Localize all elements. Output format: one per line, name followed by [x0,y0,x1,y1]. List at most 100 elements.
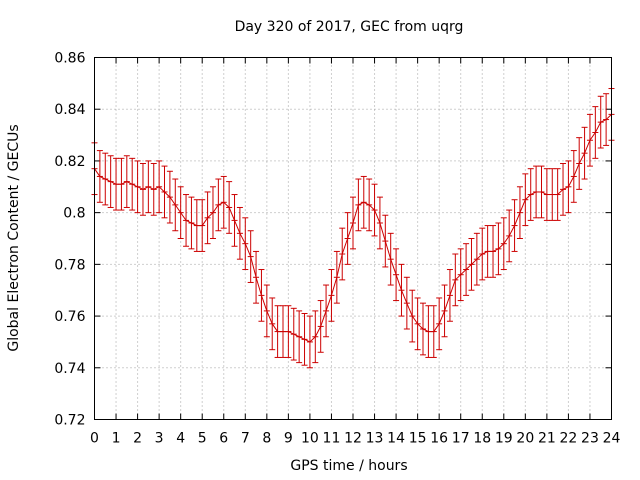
error-bar [226,181,233,234]
x-axis-label: GPS time / hours [290,458,407,474]
y-tick-label: 0.74 [54,361,85,377]
error-bar [420,302,427,356]
x-tick-label: 3 [155,431,164,447]
error-bar [506,209,513,263]
error-bar [285,305,292,358]
error-bar [360,175,367,229]
error-bar [490,225,497,278]
chart-title: Day 320 of 2017, GEC from uqrg [235,19,464,35]
error-bar [554,168,561,221]
error-bar [161,165,168,219]
error-bar [183,194,190,247]
error-bar [393,248,400,302]
error-bar [274,305,281,358]
error-bar [204,191,211,245]
x-tick-label: 2 [133,431,142,447]
error-bar [247,230,254,283]
error-bar [236,206,243,260]
error-bar [290,307,297,361]
error-bar [263,284,270,338]
error-bar [560,163,567,216]
error-bar [156,160,163,214]
error-bar [231,194,238,247]
x-tick-label: 7 [241,431,250,447]
error-bar [446,269,453,322]
error-bar [457,248,464,302]
error-bar [436,297,443,351]
x-tick-label: 6 [219,431,228,447]
error-bar [570,150,577,203]
error-bar [603,93,610,146]
x-tick-label: 23 [581,431,599,447]
error-bar [597,95,604,149]
error-bar [199,199,206,252]
error-bar [96,150,103,203]
error-bar [177,186,184,239]
x-tick-label: 12 [344,431,362,447]
error-bar [387,232,394,286]
error-bar [253,250,260,304]
x-tick-label: 13 [366,431,384,447]
x-tick-label: 20 [516,431,534,447]
error-bar [468,238,475,291]
error-bar [317,300,324,353]
error-bar [209,186,216,239]
error-bar [527,168,534,221]
error-bar [328,269,335,322]
error-bar [403,276,410,330]
error-bar [382,214,389,268]
x-tick-label: 16 [430,431,448,447]
error-bar [441,284,448,338]
x-tick-label: 4 [176,431,185,447]
error-bar [586,113,593,167]
error-bar [516,186,523,239]
y-axis-label: Global Electron Content / GECUs [6,124,22,351]
error-bar [376,196,383,250]
y-tick-label: 0.8 [63,206,85,222]
error-bar [301,312,308,366]
error-bar [339,227,346,281]
y-tick-label: 0.72 [54,413,85,429]
x-tick-label: 14 [387,431,405,447]
error-bar [188,196,195,250]
error-bar [333,250,340,304]
error-bar [409,289,416,343]
x-tick-label: 17 [452,431,470,447]
error-bar [118,157,125,211]
y-tick-label: 0.82 [54,154,85,170]
error-bar [172,178,179,232]
x-tick-label: 10 [301,431,319,447]
error-bar [134,160,141,214]
x-tick-label: 11 [323,431,341,447]
error-bar [371,183,378,237]
x-tick-label: 9 [284,431,293,447]
error-bar [102,152,109,206]
error-bar [107,155,114,208]
error-bar [193,199,200,252]
error-bar [312,310,319,364]
y-tick-label: 0.78 [54,257,85,273]
x-tick-label: 8 [262,431,271,447]
y-tick-label: 0.84 [54,102,85,118]
plot-frame [94,57,612,420]
error-bar [533,165,540,219]
x-tick-label: 21 [538,431,556,447]
error-bar [581,126,588,180]
error-bar [473,232,480,286]
error-bar [430,305,437,358]
data-layer [91,88,615,369]
x-tick-label: 5 [198,431,207,447]
error-bar [495,222,502,276]
error-bar [592,106,599,159]
error-bar [139,163,146,216]
error-bar [500,217,507,271]
error-bar [522,173,529,227]
error-bar [220,175,227,229]
error-bar [576,137,583,190]
error-bar [166,170,173,224]
error-bar [296,310,303,364]
error-bar [150,163,157,216]
error-bar [306,315,313,369]
error-bar [323,284,330,338]
error-bar [355,178,362,232]
